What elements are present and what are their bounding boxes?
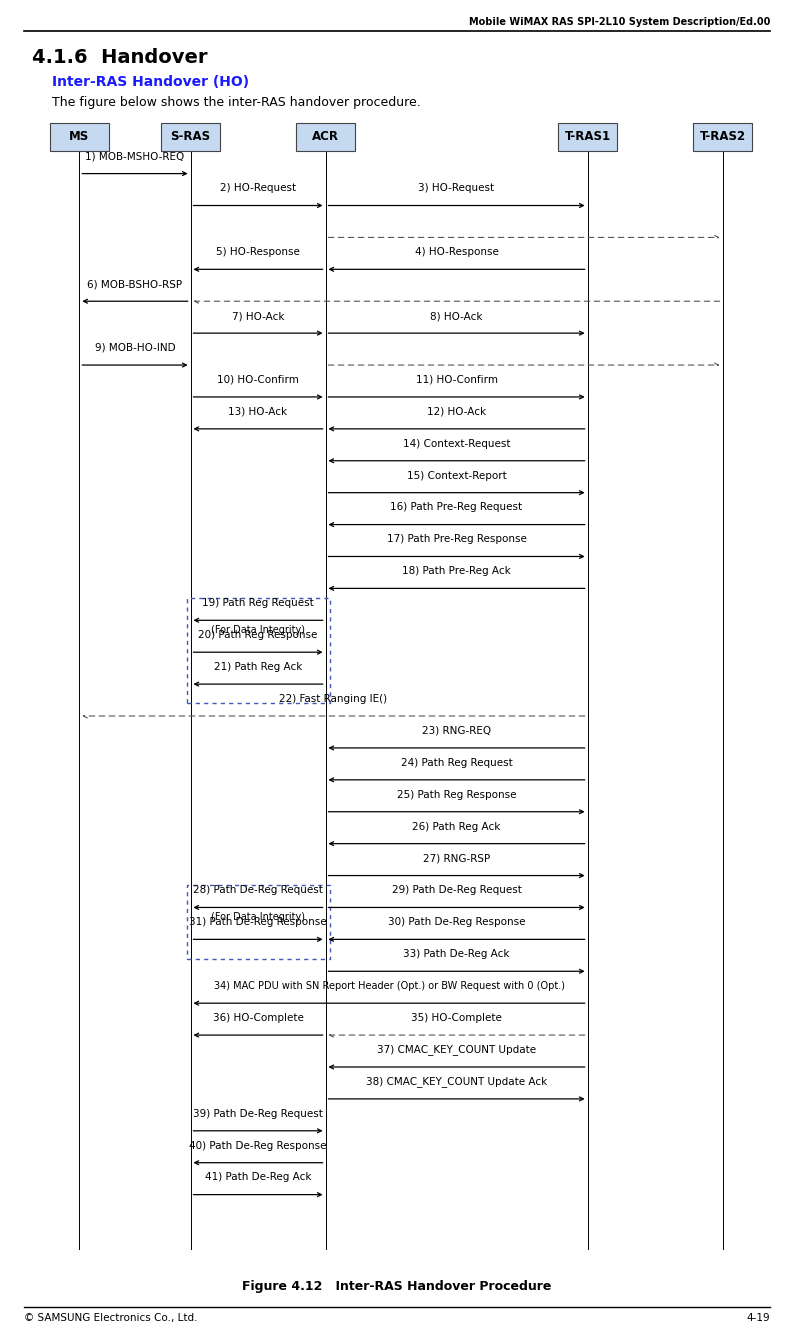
Text: 29) Path De-Reg Request: 29) Path De-Reg Request	[391, 886, 522, 895]
Text: 11) HO-Confirm: 11) HO-Confirm	[415, 375, 498, 385]
Text: T-RAS2: T-RAS2	[700, 131, 746, 143]
FancyBboxPatch shape	[557, 123, 617, 151]
Text: 30) Path De-Reg Response: 30) Path De-Reg Response	[387, 918, 526, 927]
Text: T-RAS1: T-RAS1	[565, 131, 611, 143]
Text: (For Data Integrity): (For Data Integrity)	[211, 912, 305, 922]
Text: 38) CMAC_KEY_COUNT Update Ack: 38) CMAC_KEY_COUNT Update Ack	[366, 1075, 547, 1086]
Text: 28) Path De-Reg Request: 28) Path De-Reg Request	[193, 886, 323, 895]
FancyBboxPatch shape	[49, 123, 110, 151]
Text: 20) Path Reg Response: 20) Path Reg Response	[198, 631, 318, 640]
Text: © SAMSUNG Electronics Co., Ltd.: © SAMSUNG Electronics Co., Ltd.	[24, 1313, 198, 1323]
Text: 13) HO-Ack: 13) HO-Ack	[229, 406, 287, 417]
Text: MS: MS	[69, 131, 90, 143]
Text: 39) Path De-Reg Request: 39) Path De-Reg Request	[193, 1109, 323, 1118]
Text: 33) Path De-Reg Ack: 33) Path De-Reg Ack	[403, 949, 510, 959]
Text: 17) Path Pre-Reg Response: 17) Path Pre-Reg Response	[387, 534, 526, 544]
Text: 36) HO-Complete: 36) HO-Complete	[213, 1013, 303, 1023]
Text: 4-19: 4-19	[746, 1313, 770, 1323]
Text: 27) RNG-RSP: 27) RNG-RSP	[423, 854, 490, 863]
Text: 35) HO-Complete: 35) HO-Complete	[411, 1013, 502, 1023]
FancyBboxPatch shape	[160, 123, 220, 151]
Text: 12) HO-Ack: 12) HO-Ack	[427, 406, 486, 417]
Text: 15) Context-Report: 15) Context-Report	[407, 470, 507, 481]
Text: Inter-RAS Handover (HO): Inter-RAS Handover (HO)	[52, 75, 249, 88]
Text: 7) HO-Ack: 7) HO-Ack	[232, 311, 284, 321]
Text: (For Data Integrity): (For Data Integrity)	[211, 625, 305, 635]
Text: 22) Fast Ranging IE(): 22) Fast Ranging IE()	[279, 693, 387, 704]
Text: 10) HO-Confirm: 10) HO-Confirm	[217, 375, 299, 385]
Text: 40) Path De-Reg Response: 40) Path De-Reg Response	[189, 1141, 327, 1150]
Text: Figure 4.12   Inter-RAS Handover Procedure: Figure 4.12 Inter-RAS Handover Procedure	[242, 1280, 552, 1293]
FancyBboxPatch shape	[692, 123, 753, 151]
Text: 31) Path De-Reg Response: 31) Path De-Reg Response	[189, 918, 327, 927]
Text: 6) MOB-BSHO-RSP: 6) MOB-BSHO-RSP	[87, 279, 183, 289]
Text: 3) HO-Request: 3) HO-Request	[418, 183, 495, 194]
Text: S-RAS: S-RAS	[171, 131, 210, 143]
Text: 4) HO-Response: 4) HO-Response	[414, 247, 499, 258]
Text: 16) Path Pre-Reg Request: 16) Path Pre-Reg Request	[391, 502, 522, 513]
Text: 21) Path Reg Ack: 21) Path Reg Ack	[214, 661, 303, 672]
Text: 23) RNG-REQ: 23) RNG-REQ	[422, 725, 491, 736]
Text: 5) HO-Response: 5) HO-Response	[216, 247, 300, 258]
Text: 19) Path Reg Request: 19) Path Reg Request	[202, 599, 314, 608]
Text: 2) HO-Request: 2) HO-Request	[220, 183, 296, 194]
FancyBboxPatch shape	[295, 123, 356, 151]
Text: 25) Path Reg Response: 25) Path Reg Response	[397, 790, 516, 800]
Text: ACR: ACR	[312, 131, 339, 143]
Text: 34) MAC PDU with SN Report Header (Opt.) or BW Request with 0 (Opt.): 34) MAC PDU with SN Report Header (Opt.)…	[214, 981, 565, 991]
Text: 26) Path Reg Ack: 26) Path Reg Ack	[412, 822, 501, 831]
Text: 24) Path Reg Request: 24) Path Reg Request	[401, 758, 512, 768]
Text: 1) MOB-MSHO-REQ: 1) MOB-MSHO-REQ	[85, 151, 184, 162]
Text: The figure below shows the inter-RAS handover procedure.: The figure below shows the inter-RAS han…	[52, 96, 420, 110]
Text: 8) HO-Ack: 8) HO-Ack	[430, 311, 483, 321]
Text: 41) Path De-Reg Ack: 41) Path De-Reg Ack	[205, 1173, 311, 1182]
Text: 37) CMAC_KEY_COUNT Update: 37) CMAC_KEY_COUNT Update	[377, 1043, 536, 1055]
Text: 9) MOB-HO-IND: 9) MOB-HO-IND	[94, 343, 175, 353]
Text: 18) Path Pre-Reg Ack: 18) Path Pre-Reg Ack	[403, 566, 511, 576]
Text: Mobile WiMAX RAS SPI-2L10 System Description/Ed.00: Mobile WiMAX RAS SPI-2L10 System Descrip…	[468, 17, 770, 27]
Text: 4.1.6  Handover: 4.1.6 Handover	[32, 48, 207, 67]
Text: 14) Context-Request: 14) Context-Request	[403, 438, 511, 449]
